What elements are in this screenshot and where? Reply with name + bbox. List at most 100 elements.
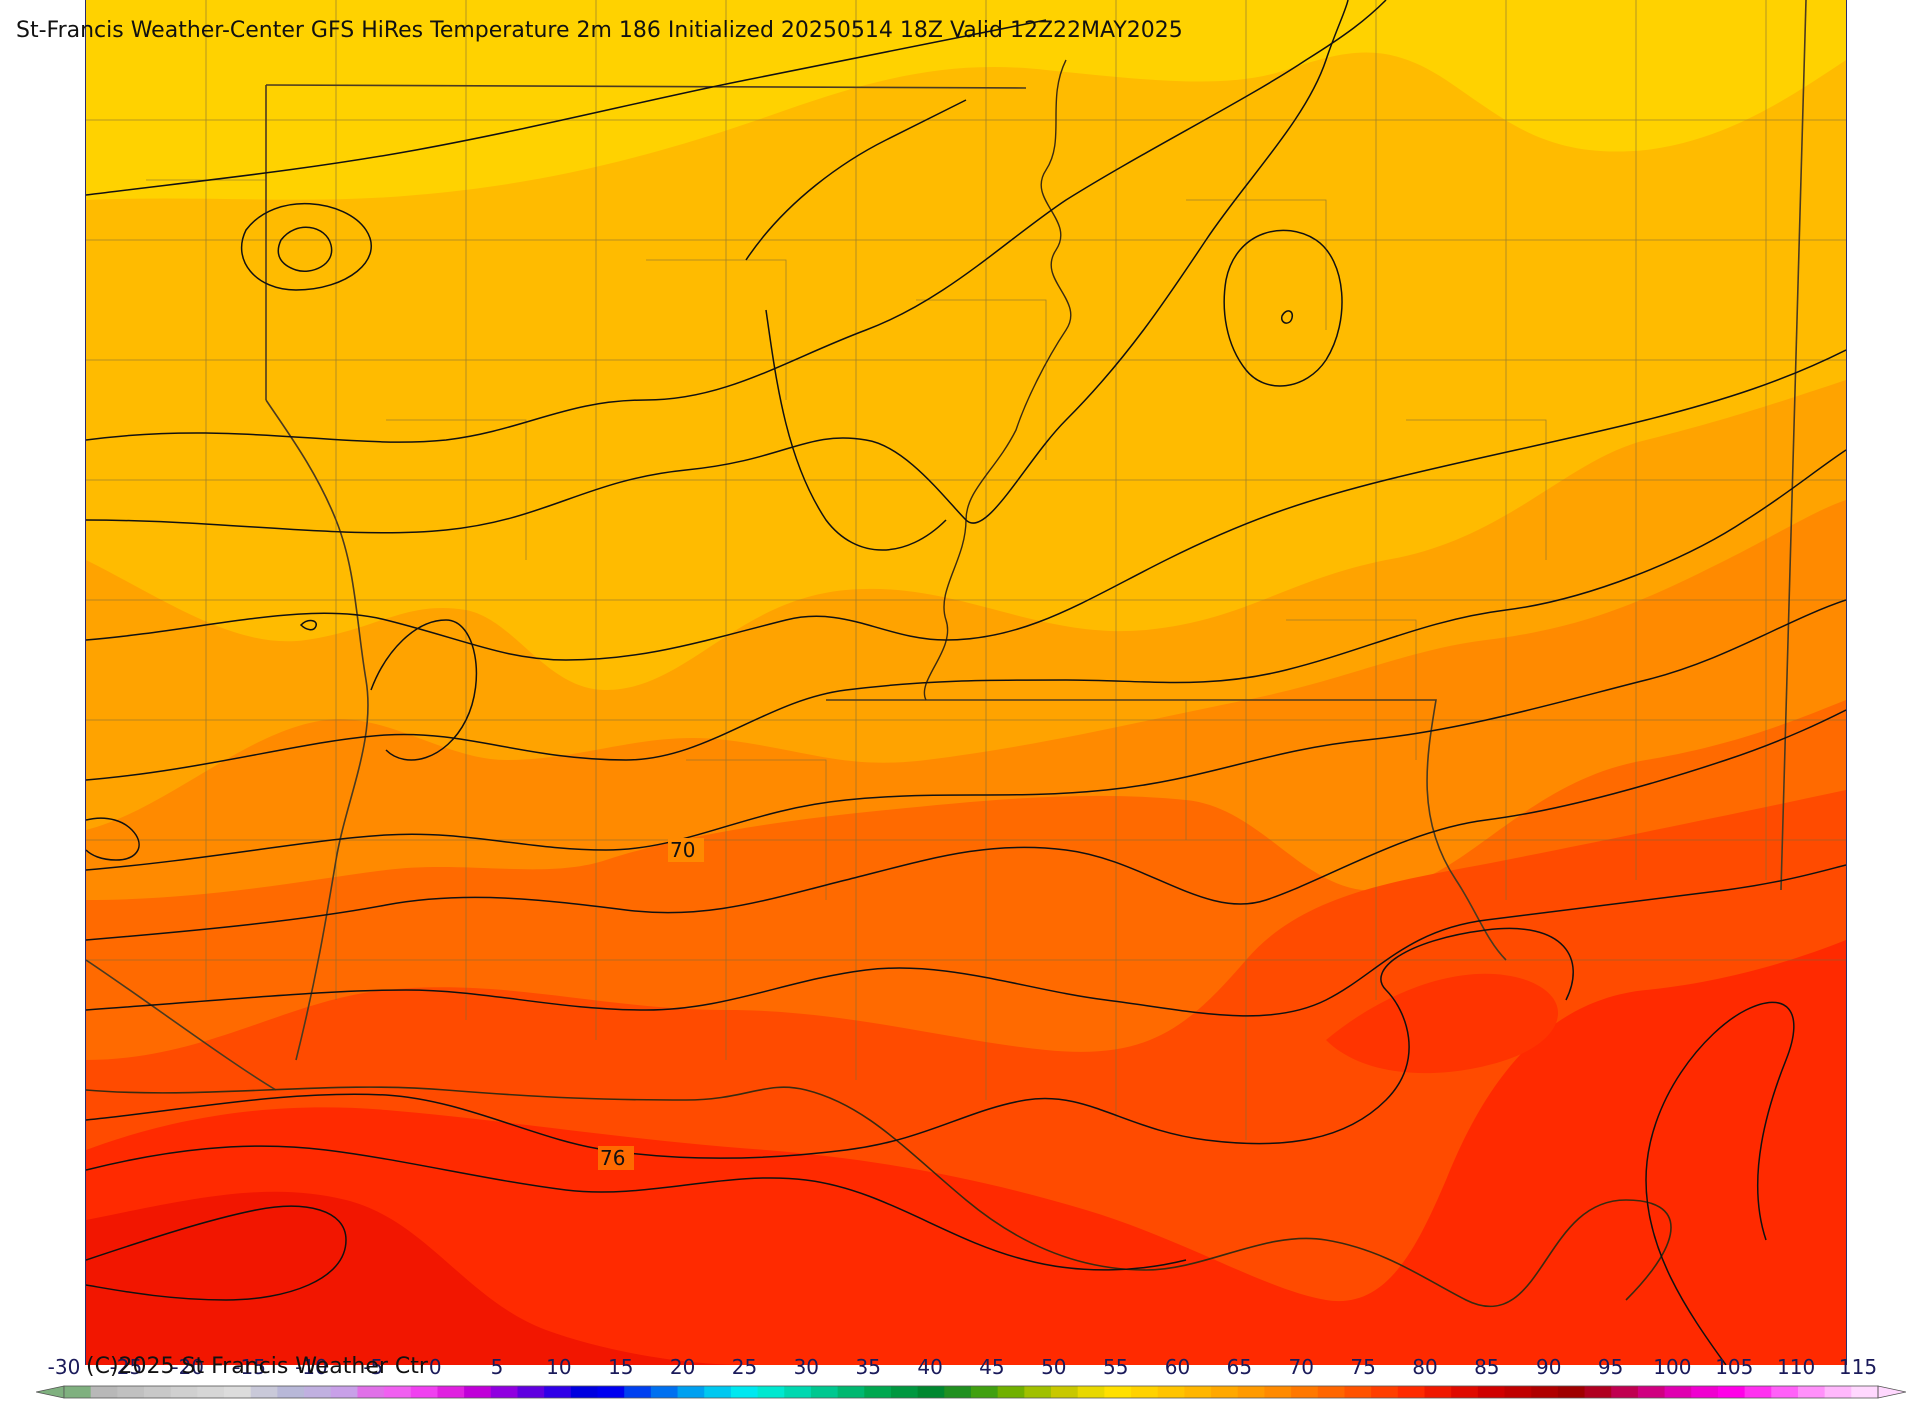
colorbar-swatch bbox=[1104, 1386, 1132, 1398]
colorbar-swatch bbox=[1024, 1386, 1052, 1398]
colorbar-tick-label: 85 bbox=[1474, 1355, 1499, 1379]
colorbar-swatch bbox=[597, 1386, 625, 1398]
colorbar-swatch bbox=[64, 1386, 92, 1398]
colorbar-tick-label: 45 bbox=[979, 1355, 1004, 1379]
colorbar-swatch bbox=[437, 1386, 465, 1398]
colorbar-tick-label: 105 bbox=[1715, 1355, 1753, 1379]
colorbar-tick-labels: -30 -25 -20 -15 -10 -5 0 5 10 15 20 25 30 35 40 45 50 55 6… bbox=[48, 1355, 1877, 1379]
isotherm-contours bbox=[86, 0, 1846, 1365]
colorbar-tick-label: 60 bbox=[1165, 1355, 1190, 1379]
colorbar-swatch bbox=[1611, 1386, 1639, 1398]
colorbar-tick-label: -15 bbox=[233, 1355, 266, 1379]
contour-label-76: 76 bbox=[600, 1146, 625, 1170]
colorbar-swatch bbox=[197, 1386, 225, 1398]
colorbar-tick-label: 55 bbox=[1103, 1355, 1128, 1379]
colorbar-swatch bbox=[1211, 1386, 1239, 1398]
colorbar-swatch bbox=[250, 1386, 278, 1398]
temperature-map: 70 76 bbox=[85, 0, 1847, 1365]
colorbar-swatch bbox=[1344, 1386, 1372, 1398]
county-boundaries bbox=[86, 0, 1846, 1140]
colorbar-swatch bbox=[1771, 1386, 1799, 1398]
band-deep-red-east bbox=[1326, 973, 1559, 1074]
colorbar-tick-label: 0 bbox=[429, 1355, 442, 1379]
colorbar-swatch bbox=[490, 1386, 518, 1398]
colorbar-swatch bbox=[1664, 1386, 1692, 1398]
colorbar-swatch bbox=[837, 1386, 865, 1398]
colorbar-swatch bbox=[1317, 1386, 1345, 1398]
colorbar-tick-label: -5 bbox=[363, 1355, 383, 1379]
colorbar-swatch bbox=[1051, 1386, 1079, 1398]
colorbar-swatch bbox=[1531, 1386, 1559, 1398]
colorbar-swatch bbox=[384, 1386, 412, 1398]
colorbar-swatch bbox=[1131, 1386, 1159, 1398]
colorbar-swatch bbox=[224, 1386, 252, 1398]
colorbar-swatch bbox=[464, 1386, 492, 1398]
colorbar-swatch bbox=[917, 1386, 945, 1398]
colorbar-swatch bbox=[971, 1386, 999, 1398]
colorbar-tick-label: -30 bbox=[48, 1355, 81, 1379]
colorbar-tick-label: 20 bbox=[670, 1355, 695, 1379]
colorbar-swatch bbox=[1291, 1386, 1319, 1398]
colorbar-tick-label: 90 bbox=[1536, 1355, 1561, 1379]
band-red bbox=[86, 940, 1846, 1365]
colorbar-swatch bbox=[90, 1386, 118, 1398]
colorbar-swatch bbox=[1717, 1386, 1746, 1398]
colorbar-outline bbox=[63, 1385, 1879, 1399]
colorbar-tick-label: 10 bbox=[546, 1355, 571, 1379]
state-boundaries bbox=[86, 0, 1807, 1091]
colorbar-swatch bbox=[1557, 1386, 1586, 1398]
colorbar-swatch bbox=[1477, 1386, 1506, 1398]
colorbar-swatch bbox=[570, 1386, 599, 1398]
temperature-colorbar: -30 -25 -20 -15 -10 -5 0 5 10 15 20 25 30 35 40 45 50 55 6… bbox=[35, 1350, 1907, 1400]
colorbar-swatch bbox=[944, 1386, 972, 1398]
colorbar-swatch bbox=[1637, 1386, 1666, 1398]
colorbar-left-arrow bbox=[35, 1385, 65, 1399]
colorbar-swatch bbox=[357, 1386, 385, 1398]
contour-labels: 70 76 bbox=[598, 838, 704, 1170]
colorbar-tick-label: -25 bbox=[110, 1355, 143, 1379]
colorbar-swatch bbox=[144, 1386, 172, 1398]
colorbar-tick-label: 30 bbox=[794, 1355, 819, 1379]
colorbar-swatch bbox=[624, 1386, 652, 1398]
colorbar-swatch bbox=[330, 1386, 358, 1398]
colorbar-swatch bbox=[1077, 1386, 1105, 1398]
colorbar-swatch bbox=[1691, 1386, 1719, 1398]
colorbar-swatches bbox=[35, 1385, 1907, 1399]
colorbar-swatch bbox=[1371, 1386, 1399, 1398]
colorbar-tick-label: 70 bbox=[1288, 1355, 1313, 1379]
colorbar-swatch bbox=[1184, 1386, 1212, 1398]
colorbar-swatch bbox=[704, 1386, 732, 1398]
colorbar-tick-label: -10 bbox=[295, 1355, 328, 1379]
colorbar-swatch bbox=[650, 1386, 679, 1398]
colorbar-tick-label: 100 bbox=[1653, 1355, 1691, 1379]
colorbar-swatch bbox=[1504, 1386, 1532, 1398]
colorbar-tick-label: 40 bbox=[917, 1355, 942, 1379]
colorbar-swatch bbox=[784, 1386, 812, 1398]
colorbar-swatch bbox=[1264, 1386, 1292, 1398]
temperature-fill-bands bbox=[86, 0, 1846, 1365]
colorbar-right-arrow bbox=[1877, 1385, 1907, 1399]
colorbar-tick-label: 15 bbox=[608, 1355, 633, 1379]
colorbar-tick-label: 5 bbox=[491, 1355, 504, 1379]
contour-label-70: 70 bbox=[670, 838, 695, 862]
colorbar-swatch bbox=[1397, 1386, 1425, 1398]
colorbar-tick-label: 50 bbox=[1041, 1355, 1066, 1379]
colorbar-swatch bbox=[117, 1386, 145, 1398]
colorbar-swatch bbox=[677, 1386, 705, 1398]
colorbar-swatch bbox=[304, 1386, 332, 1398]
colorbar-tick-label: 115 bbox=[1839, 1355, 1877, 1379]
colorbar-tick-label: 110 bbox=[1777, 1355, 1815, 1379]
copyright-text: (C)2025 St Francis Weather Ctr bbox=[86, 1354, 428, 1379]
colorbar-swatch bbox=[864, 1386, 892, 1398]
colorbar-swatch bbox=[890, 1386, 919, 1398]
colorbar-swatch bbox=[810, 1386, 839, 1398]
colorbar-swatch bbox=[1424, 1386, 1452, 1398]
map-title: St-Francis Weather-Center GFS HiRes Temp… bbox=[16, 18, 1183, 43]
colorbar-swatch bbox=[757, 1386, 785, 1398]
colorbar-swatch bbox=[1237, 1386, 1265, 1398]
colorbar-tick-label: 25 bbox=[732, 1355, 757, 1379]
colorbar-tick-label: 65 bbox=[1227, 1355, 1252, 1379]
colorbar-swatch bbox=[410, 1386, 438, 1398]
colorbar-tick-label: 35 bbox=[855, 1355, 880, 1379]
colorbar-swatch bbox=[1157, 1386, 1185, 1398]
